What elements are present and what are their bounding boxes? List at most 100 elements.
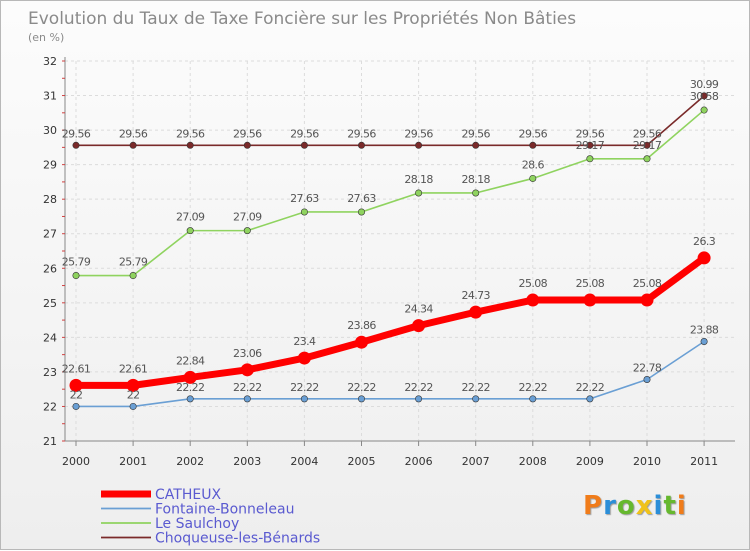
data-point-le-saulchoy <box>643 155 651 163</box>
legend-label-le-saulchoy: Le Saulchoy <box>155 516 239 532</box>
data-point-fontaine-bonneleau <box>300 395 308 403</box>
y-tick-label: 32 <box>43 55 57 68</box>
data-label-catheux: 23.4 <box>293 335 316 348</box>
series-group <box>69 92 711 410</box>
chart-subtitle: (en %) <box>28 31 64 44</box>
data-point-catheux <box>355 335 368 349</box>
data-point-choqueuse-les-b-nards <box>357 141 365 149</box>
logo-letter: P <box>583 491 604 521</box>
data-point-le-saulchoy <box>700 106 708 114</box>
data-point-catheux <box>126 378 140 392</box>
y-tick-label: 28 <box>43 193 57 206</box>
data-label-catheux: 25.08 <box>633 277 662 290</box>
data-point-catheux <box>526 293 540 307</box>
data-label-catheux: 24.34 <box>404 303 433 316</box>
y-tick-label: 30 <box>43 124 57 137</box>
data-point-choqueuse-les-b-nards <box>129 141 137 149</box>
data-labels: 29.56 29.56 29.56 29.56 29.56 29.56 29.56 29.56… <box>62 78 720 402</box>
data-label-catheux: 22.61 <box>119 362 148 375</box>
legend-label-choqueuse-les-b-nards: Choqueuse-les-Bénards <box>155 531 320 547</box>
data-label-le-saulchoy: 29.17 <box>576 139 605 152</box>
logo-letter: r <box>603 491 617 521</box>
data-label-fontaine-bonneleau: 22.22 <box>347 381 376 394</box>
data-point-le-saulchoy <box>415 189 423 197</box>
data-point-le-saulchoy <box>129 272 137 280</box>
data-label-fontaine-bonneleau: 22.22 <box>176 381 205 394</box>
data-point-le-saulchoy <box>243 227 251 235</box>
data-label-fontaine-bonneleau: 22.22 <box>404 381 433 394</box>
data-label-le-saulchoy: 27.09 <box>233 211 262 224</box>
y-tick-label: 29 <box>43 159 57 172</box>
data-point-le-saulchoy <box>586 155 594 163</box>
series-line-le-saulchoy <box>76 109 705 277</box>
data-point-fontaine-bonneleau <box>586 395 594 403</box>
data-label-catheux: 25.08 <box>576 277 605 290</box>
x-tick-label: 2006 <box>405 455 433 468</box>
data-label-fontaine-bonneleau: 22.78 <box>633 362 662 375</box>
logo-letter: i <box>676 491 687 521</box>
data-label-choqueuse-les-b-nards: 29.56 <box>290 127 319 140</box>
data-label-fontaine-bonneleau: 22.22 <box>233 381 262 394</box>
y-tick-label: 31 <box>43 90 57 103</box>
data-label-le-saulchoy: 28.6 <box>522 158 545 171</box>
data-point-catheux <box>240 363 254 377</box>
data-point-le-saulchoy <box>357 208 365 216</box>
data-point-choqueuse-les-b-nards <box>415 141 423 149</box>
data-label-catheux: 23.86 <box>347 319 376 332</box>
data-label-catheux: 23.06 <box>233 347 262 360</box>
data-label-le-saulchoy: 25.79 <box>62 256 91 269</box>
legend-label-catheux: CATHEUX <box>155 487 221 503</box>
data-point-catheux <box>583 293 597 307</box>
data-point-fontaine-bonneleau <box>472 395 480 403</box>
data-label-fontaine-bonneleau: 22.22 <box>576 381 605 394</box>
logo-letter: i <box>653 491 664 521</box>
data-point-choqueuse-les-b-nards <box>472 141 480 149</box>
data-point-catheux <box>183 370 197 384</box>
legend-label-fontaine-bonneleau: Fontaine-Bonneleau <box>155 502 294 518</box>
data-point-choqueuse-les-b-nards <box>72 141 80 149</box>
data-point-fontaine-bonneleau <box>72 402 80 410</box>
data-label-le-saulchoy: 27.63 <box>290 192 319 205</box>
data-label-le-saulchoy: 25.79 <box>119 256 148 269</box>
y-tick-label: 27 <box>43 228 57 241</box>
y-tick-label: 22 <box>43 400 57 413</box>
data-label-catheux: 22.84 <box>176 354 205 367</box>
series-line-fontaine-bonneleau <box>76 340 705 408</box>
data-point-fontaine-bonneleau <box>415 395 423 403</box>
x-tick-label: 2007 <box>462 455 490 468</box>
data-label-fontaine-bonneleau: 22.22 <box>461 381 490 394</box>
data-point-choqueuse-les-b-nards <box>700 92 708 100</box>
data-point-fontaine-bonneleau <box>129 402 137 410</box>
data-point-fontaine-bonneleau <box>643 376 651 384</box>
chart-title: Evolution du Taux de Taxe Foncière sur l… <box>28 9 576 29</box>
axes: 21 22 23 24 25 26 27 28 29 30 31 32 2000 2001 2002 2003… <box>43 55 735 468</box>
data-label-fontaine-bonneleau: 22 <box>127 388 140 401</box>
x-tick-label: 2003 <box>233 455 261 468</box>
data-point-choqueuse-les-b-nards <box>643 141 651 149</box>
data-label-catheux: 26.3 <box>693 235 716 248</box>
series-line-choqueuse-les-b-nards <box>76 95 705 147</box>
data-point-le-saulchoy <box>186 227 194 235</box>
y-tick-label: 24 <box>43 331 57 344</box>
y-tick-label: 21 <box>43 435 57 448</box>
logo-letter: x <box>635 491 654 521</box>
data-label-choqueuse-les-b-nards: 29.56 <box>519 127 548 140</box>
x-tick-label: 2000 <box>62 455 90 468</box>
x-tick-label: 2005 <box>348 455 376 468</box>
data-point-catheux <box>412 319 426 333</box>
logo-letter: o <box>616 491 636 521</box>
data-point-catheux <box>697 251 711 265</box>
data-label-fontaine-bonneleau: 22.22 <box>519 381 548 394</box>
data-label-le-saulchoy: 28.18 <box>461 173 490 186</box>
data-label-le-saulchoy: 27.63 <box>347 192 376 205</box>
data-label-choqueuse-les-b-nards: 29.56 <box>62 127 91 140</box>
data-label-choqueuse-les-b-nards: 29.56 <box>461 127 490 140</box>
data-label-fontaine-bonneleau: 23.88 <box>690 324 719 337</box>
data-point-choqueuse-les-b-nards <box>586 141 594 149</box>
x-tick-label: 2004 <box>290 455 318 468</box>
data-label-choqueuse-les-b-nards: 29.56 <box>633 127 662 140</box>
x-tick-label: 2001 <box>119 455 147 468</box>
data-label-choqueuse-les-b-nards: 29.56 <box>119 127 148 140</box>
data-label-choqueuse-les-b-nards: 29.56 <box>576 127 605 140</box>
